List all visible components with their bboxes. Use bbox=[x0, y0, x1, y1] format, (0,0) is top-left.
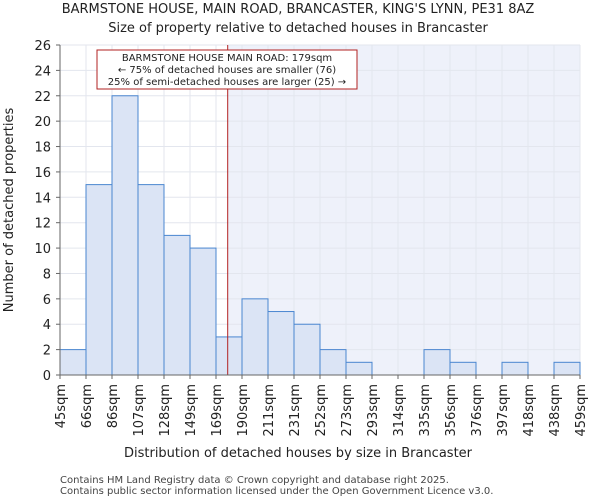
x-tick-label: 273sqm bbox=[340, 384, 355, 437]
x-tick-label: 149sqm bbox=[184, 384, 199, 437]
annotation-box: BARMSTONE HOUSE MAIN ROAD: 179sqm ← 75% … bbox=[96, 49, 358, 90]
y-tick-label: 24 bbox=[34, 64, 51, 79]
y-tick-label: 10 bbox=[34, 242, 51, 257]
bar-190sqm bbox=[241, 298, 269, 376]
footer-line-1: Contains HM Land Registry data © Crown c… bbox=[60, 475, 449, 486]
x-tick-label: 376sqm bbox=[470, 384, 485, 437]
y-tick-label: 2 bbox=[43, 344, 51, 359]
x-axis-label: Distribution of detached houses by size … bbox=[124, 446, 473, 461]
x-tick-label: 252sqm bbox=[314, 384, 329, 437]
bar-45sqm bbox=[59, 349, 87, 376]
chart-title: BARMSTONE HOUSE, MAIN ROAD, BRANCASTER, … bbox=[62, 2, 535, 17]
footer-line-2: Contains public sector information licen… bbox=[60, 486, 493, 497]
bar-211sqm bbox=[267, 311, 295, 376]
x-tick-label: 231sqm bbox=[288, 384, 303, 437]
x-tick-label: 438sqm bbox=[548, 384, 563, 437]
bar-397sqm bbox=[501, 361, 529, 376]
bar-231sqm bbox=[293, 323, 321, 376]
x-tick-label: 86sqm bbox=[106, 384, 121, 428]
bar-273sqm bbox=[345, 361, 373, 376]
y-tick-label: 20 bbox=[34, 115, 51, 130]
bar-107sqm bbox=[137, 184, 165, 376]
x-tick-label: 418sqm bbox=[522, 384, 537, 437]
bar-169sqm bbox=[215, 336, 243, 376]
y-tick-label: 6 bbox=[43, 293, 51, 308]
y-tick-label: 12 bbox=[34, 217, 51, 232]
annotation-line-1: BARMSTONE HOUSE MAIN ROAD: 179sqm bbox=[122, 53, 332, 64]
x-tick-label: 314sqm bbox=[392, 384, 407, 437]
y-tick-label: 8 bbox=[43, 267, 51, 282]
y-tick-label: 16 bbox=[34, 166, 51, 181]
x-tick-label: 211sqm bbox=[262, 384, 277, 437]
y-tick-label: 26 bbox=[34, 39, 51, 54]
y-tick-label: 4 bbox=[43, 318, 51, 333]
bar-335sqm bbox=[423, 349, 451, 376]
x-tick-label: 190sqm bbox=[236, 384, 251, 437]
x-tick-label: 356sqm bbox=[444, 384, 459, 437]
bar-128sqm bbox=[163, 234, 191, 376]
x-tick-label: 397sqm bbox=[496, 384, 511, 437]
y-tick-label: 18 bbox=[34, 141, 51, 156]
annotation-border bbox=[96, 49, 358, 90]
x-tick-label: 293sqm bbox=[366, 384, 381, 437]
x-tick-label: 128sqm bbox=[158, 384, 173, 437]
x-tick-label: 459sqm bbox=[574, 384, 589, 437]
y-tick-label: 0 bbox=[43, 369, 51, 384]
bar-252sqm bbox=[319, 349, 347, 376]
bar-149sqm bbox=[189, 247, 217, 376]
y-tick-label: 14 bbox=[34, 191, 51, 206]
annotation-line-2: ← 75% of detached houses are smaller (76… bbox=[118, 65, 336, 76]
chart-subtitle: Size of property relative to detached ho… bbox=[108, 21, 488, 36]
bar-438sqm bbox=[553, 361, 581, 376]
bar-356sqm bbox=[449, 361, 477, 376]
x-tick-label: 169sqm bbox=[210, 384, 225, 437]
x-tick-label: 107sqm bbox=[132, 384, 147, 437]
bar-66sqm bbox=[85, 184, 113, 376]
y-tick-label: 22 bbox=[34, 90, 51, 105]
y-axis-label: Number of detached properties bbox=[2, 108, 17, 313]
annotation-line-3: 25% of semi-detached houses are larger (… bbox=[108, 77, 346, 88]
x-tick-label: 335sqm bbox=[418, 384, 433, 437]
x-tick-label: 45sqm bbox=[54, 384, 69, 428]
x-tick-label: 66sqm bbox=[80, 384, 95, 428]
bar-86sqm bbox=[111, 95, 139, 376]
